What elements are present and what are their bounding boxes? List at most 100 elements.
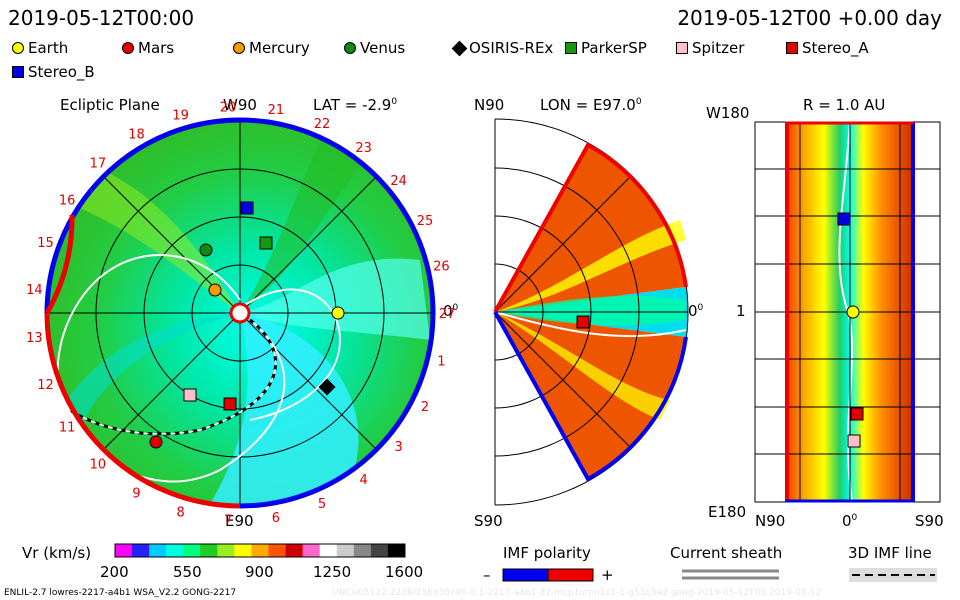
day-number: 19	[172, 109, 189, 124]
stereo-b-marker-icon	[12, 66, 24, 78]
legend-venus: Venus	[344, 39, 405, 57]
imf-line-label: 3D IMF line	[848, 544, 932, 562]
degree-sup: 0	[391, 97, 398, 107]
stereo-b-marker-icon	[837, 212, 851, 226]
legend-parkersp: ParkerSP	[565, 39, 647, 57]
colorbar-swatch	[319, 544, 338, 557]
stereo-a-marker-icon	[850, 407, 864, 421]
current-sheath-label: Current sheath	[670, 544, 783, 562]
meridional-top-label: N90	[474, 96, 505, 114]
day-number: 14	[26, 283, 43, 298]
legend-label: Venus	[360, 39, 406, 57]
legend-label: OSIRIS-REx	[469, 39, 554, 57]
colorbar-swatch	[370, 544, 389, 557]
imf-plus: +	[601, 566, 614, 584]
colorbar-swatch	[268, 544, 287, 557]
degree-sup: 0	[851, 513, 858, 523]
colorbar-swatch	[387, 544, 406, 557]
legend-earth: Earth	[12, 39, 68, 57]
parkersp-marker-icon	[565, 42, 577, 54]
day-number: 4	[359, 473, 367, 488]
day-number: 22	[314, 117, 331, 132]
footer-model-info: ENLIL-2.7 lowres-2217-a4b1 WSA_V2.2 GONG…	[4, 588, 237, 598]
colorbar-swatch	[149, 544, 167, 557]
day-number: 5	[318, 497, 326, 512]
day-number: 15	[37, 236, 54, 251]
day-number: 23	[355, 141, 372, 156]
day-number: 17	[90, 156, 107, 171]
colorbar-swatch	[217, 544, 235, 557]
zero-text: 0	[443, 302, 453, 320]
meridional-right-label: 00	[688, 302, 703, 320]
ecliptic-right-label: 00	[443, 302, 458, 320]
earth-marker-icon	[12, 42, 24, 54]
legend-mercury: Mercury	[233, 39, 310, 57]
spitzer-marker-icon	[847, 434, 861, 448]
ecliptic-title: Ecliptic Plane	[60, 96, 160, 114]
forecast-time: 2019-05-12T00 +0.00 day	[677, 6, 942, 30]
spitzer-marker-icon	[676, 42, 688, 54]
model-time: 2019-05-12T00:00	[8, 6, 195, 30]
day-number: 12	[37, 378, 54, 393]
legend-osiris-rex: OSIRIS-REx	[451, 39, 554, 57]
legend-label: ParkerSP	[581, 39, 647, 57]
degree-sup: 0	[697, 303, 704, 313]
radial-top-label: W180	[706, 104, 750, 122]
colorbar-swatch	[200, 544, 218, 557]
osiris-rex-marker-icon	[318, 378, 336, 396]
colorbar-frame	[114, 543, 406, 558]
colorbar-swatch	[132, 544, 150, 557]
colorbar-swatch	[183, 544, 201, 557]
ecliptic-bottom-label: E90	[225, 512, 254, 530]
colorbar-tick: 1250	[313, 563, 352, 581]
day-number: 7	[224, 514, 232, 529]
lon-text: LON = E97.0	[540, 96, 636, 114]
day-number: 6	[272, 511, 280, 526]
stereo-a-marker-icon	[786, 42, 798, 54]
venus-marker-icon	[199, 243, 213, 257]
spitzer-marker-icon	[183, 388, 197, 402]
colorbar-swatch	[251, 544, 270, 557]
velocity-colorbar	[114, 543, 406, 558]
legend-stereo-a: Stereo_A	[786, 39, 869, 57]
day-number: 10	[90, 458, 107, 473]
legend-label: Earth	[28, 39, 69, 57]
colorbar-swatch	[234, 544, 252, 557]
meridional-longitude: LON = E97.00	[540, 96, 642, 114]
imf-polarity-bar	[502, 568, 594, 582]
day-number: 18	[128, 128, 145, 143]
legend-label: Mercury	[249, 39, 310, 57]
day-number: 25	[417, 214, 434, 229]
legend-label: Spitzer	[692, 39, 745, 57]
radial-mid-label: 1	[736, 302, 746, 320]
stereo-a-marker-icon	[576, 315, 590, 329]
colorbar-tick: 200	[100, 563, 129, 581]
imf-minus: –	[483, 566, 491, 584]
day-number: 13	[26, 331, 43, 346]
day-number: 8	[176, 505, 184, 520]
legend-label: Stereo_A	[802, 39, 869, 57]
ecliptic-top-label: W90	[223, 96, 257, 114]
stereo-a-marker-icon	[223, 397, 237, 411]
day-number: 24	[390, 174, 407, 189]
parkersp-marker-icon	[259, 236, 273, 250]
legend-spitzer: Spitzer	[676, 39, 744, 57]
day-number: 21	[268, 103, 285, 118]
ecliptic-latitude: LAT = -2.90	[313, 96, 397, 114]
radial-x-label-0: 00	[842, 512, 857, 530]
day-number: 16	[59, 193, 76, 208]
day-number: 2	[421, 400, 429, 415]
colorbar-swatch	[115, 544, 133, 557]
radial-plot	[754, 121, 941, 503]
colorbar-swatch	[166, 544, 184, 557]
legend-label: Mars	[138, 39, 175, 57]
radial-title: R = 1.0 AU	[803, 96, 886, 114]
colorbar-tick: 550	[173, 563, 202, 581]
colorbar-swatch	[353, 544, 372, 557]
day-number: 20	[220, 100, 237, 115]
meridional-plot	[493, 118, 689, 506]
day-number: 26	[433, 259, 450, 274]
